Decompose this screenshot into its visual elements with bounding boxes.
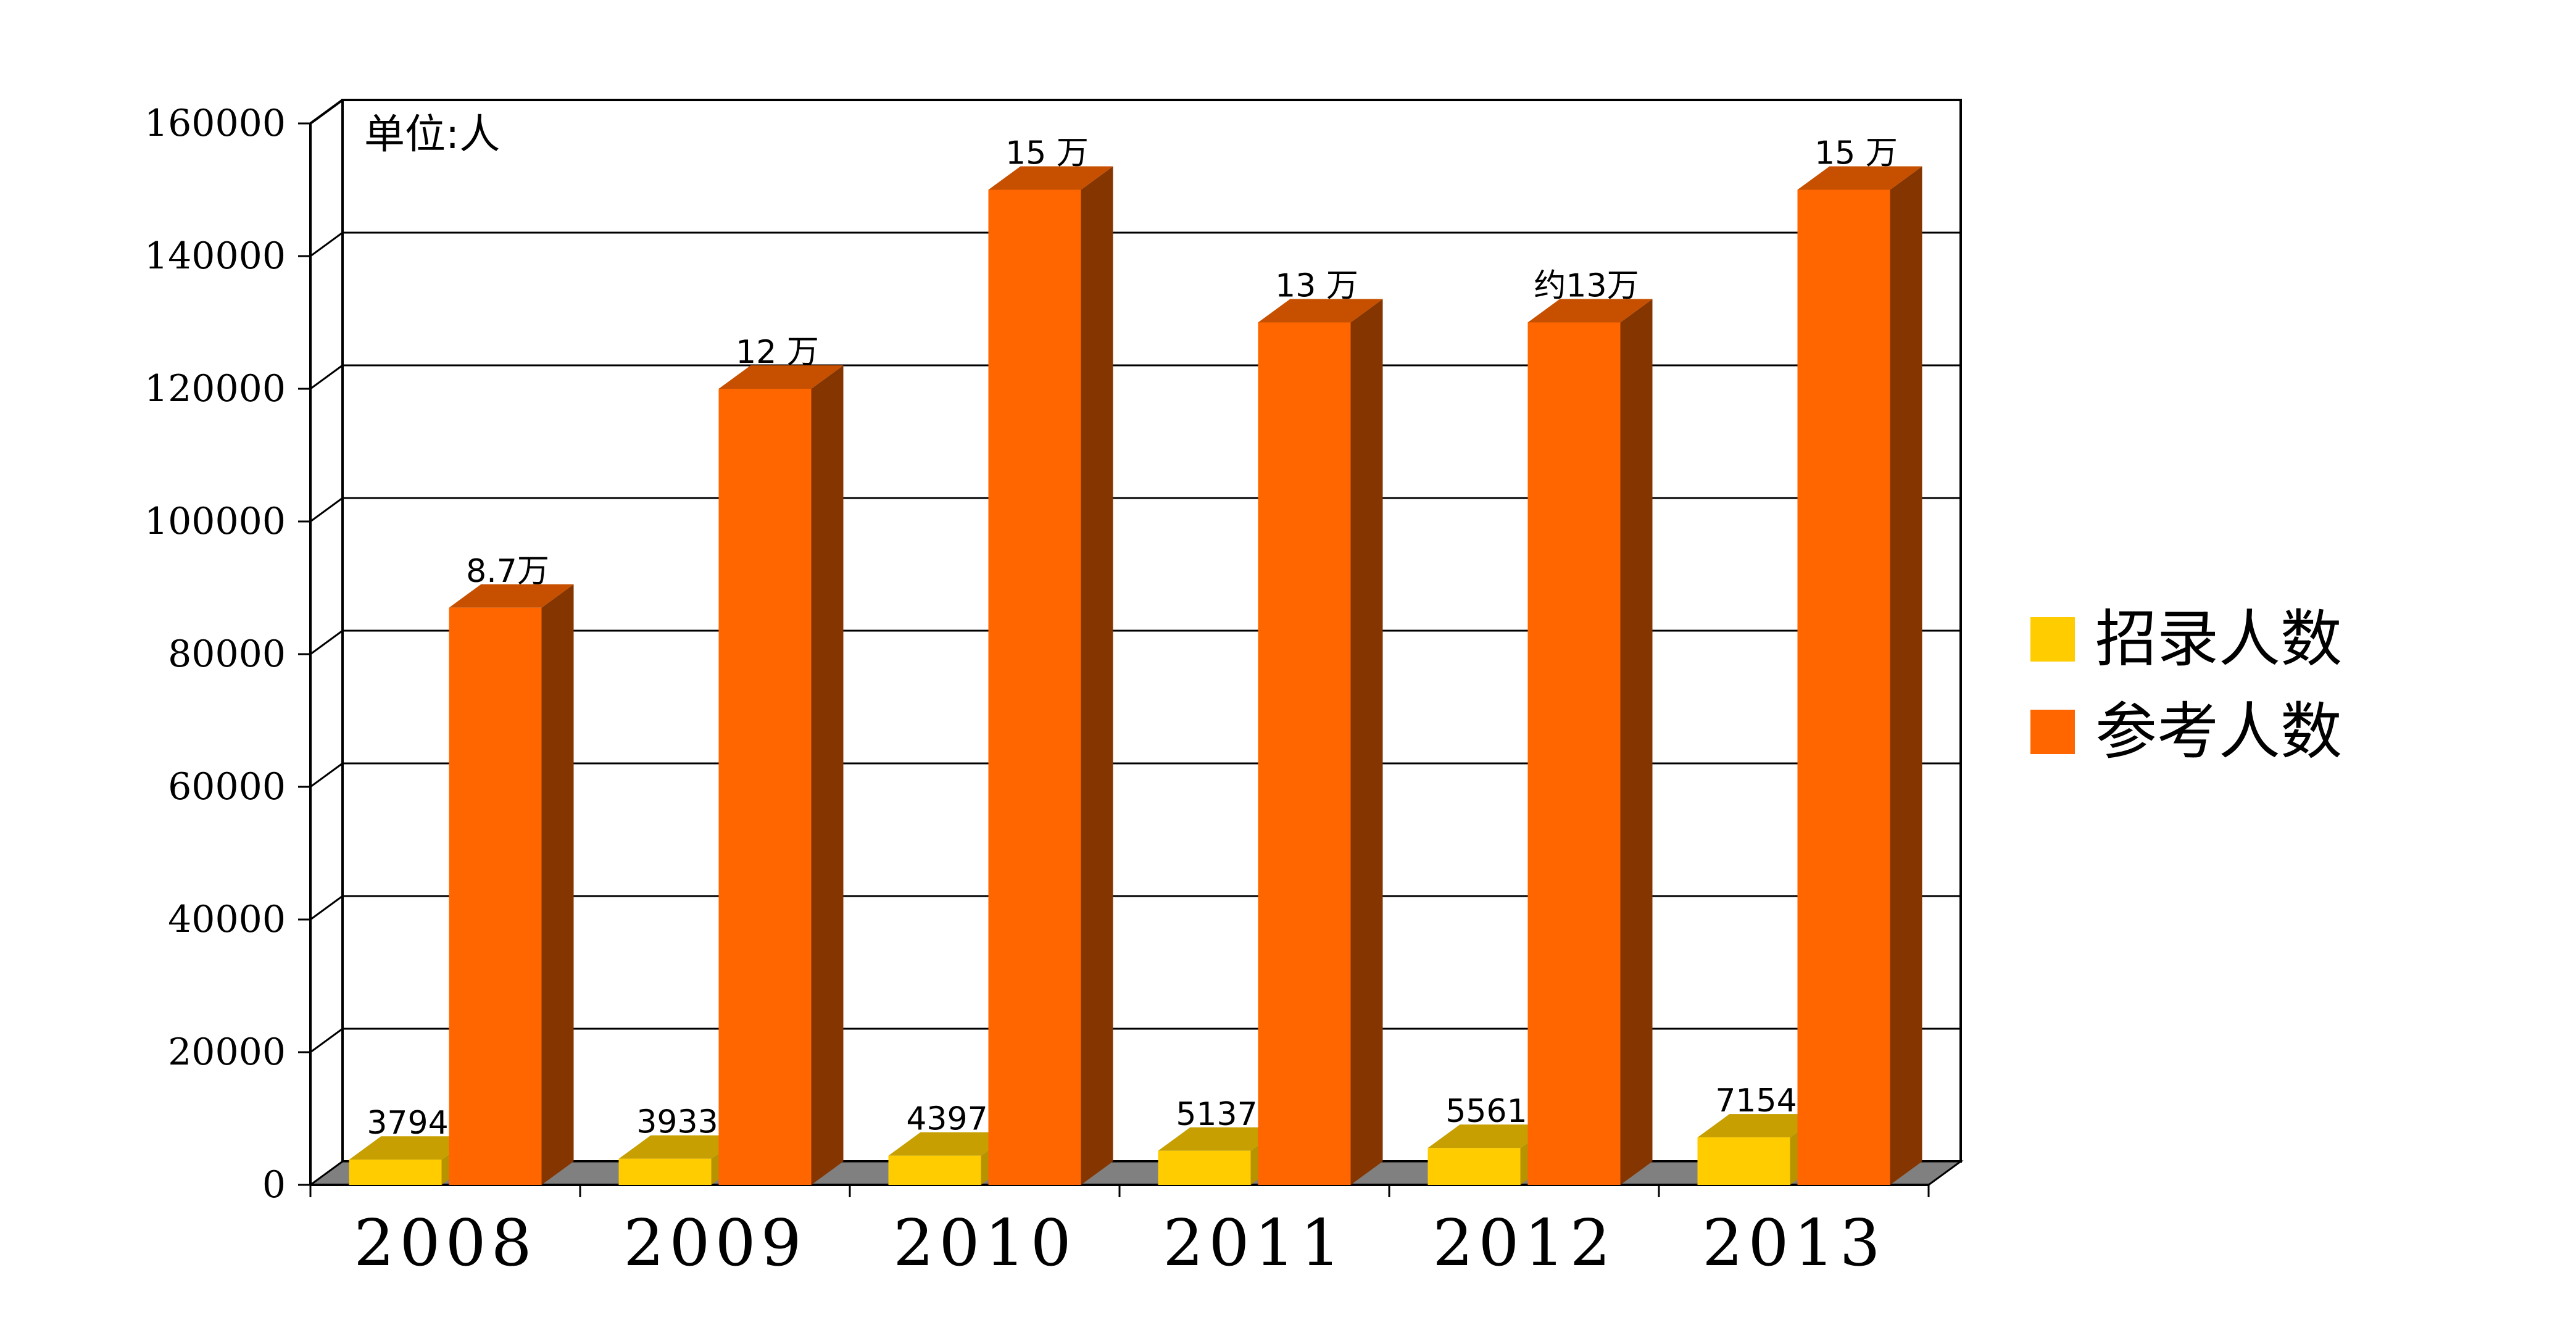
bar-top xyxy=(718,365,844,389)
x-axis-labels: 2008 2009 2010 2011 2012 2013 xyxy=(354,1205,1885,1281)
legend-swatch xyxy=(2030,710,2075,754)
legend-label: 招录人数 xyxy=(2095,603,2342,675)
bar-side xyxy=(1350,299,1383,1185)
bar-side xyxy=(811,365,844,1185)
bar xyxy=(349,1160,442,1185)
gridline-depth xyxy=(310,1028,343,1053)
x-tick-label: 2012 xyxy=(1432,1205,1616,1281)
bar xyxy=(1427,1148,1521,1185)
data-label: 3933 xyxy=(636,1104,718,1141)
bar-top xyxy=(618,1135,744,1159)
data-label: 7154 xyxy=(1715,1082,1797,1119)
bar-side xyxy=(1081,166,1113,1185)
bar-top xyxy=(1158,1127,1283,1151)
y-tick-label: 120000 xyxy=(144,367,286,410)
gridlines xyxy=(310,99,1961,1053)
bar-top xyxy=(1527,299,1653,323)
data-label: 5561 xyxy=(1445,1093,1527,1130)
x-tick-label: 2013 xyxy=(1702,1205,1885,1281)
y-tick-label: 0 xyxy=(262,1163,286,1206)
x-tick-label: 2009 xyxy=(623,1205,807,1281)
data-label: 8.7万 xyxy=(466,553,549,590)
data-label: 3794 xyxy=(367,1105,448,1142)
data-label: 12 万 xyxy=(736,334,819,371)
x-tick-label: 2011 xyxy=(1163,1205,1346,1281)
gridline-depth xyxy=(310,895,343,921)
y-axis-top-edge xyxy=(309,99,344,125)
bar xyxy=(988,189,1081,1185)
y-axis-ticks: 0 20000 40000 60000 80000 100000 120000 140000 1… xyxy=(144,102,310,1206)
bar xyxy=(1697,1137,1790,1185)
y-tick-label: 160000 xyxy=(144,102,286,145)
data-label: 约13万 xyxy=(1534,268,1639,305)
y-tick-label: 20000 xyxy=(168,1031,286,1074)
bar-side xyxy=(1890,166,1922,1185)
bar-top xyxy=(988,166,1113,190)
bar xyxy=(449,607,542,1185)
bar-side xyxy=(541,584,574,1185)
bar-top xyxy=(888,1132,1013,1156)
y-tick-label: 60000 xyxy=(168,765,286,808)
gridline-depth xyxy=(310,762,343,788)
bar-top xyxy=(1258,299,1383,323)
bar xyxy=(1258,322,1351,1185)
data-labels: 3794 8.7万 3933 12 万 4397 15 万 5137 13 万 5561 约13万… xyxy=(367,135,1898,1142)
data-label: 4397 xyxy=(906,1101,987,1138)
bar xyxy=(1797,189,1890,1185)
bar-top xyxy=(1427,1124,1553,1148)
data-label: 15 万 xyxy=(1005,135,1089,172)
bar xyxy=(618,1158,712,1185)
bar-top xyxy=(1697,1114,1822,1138)
bar xyxy=(718,389,812,1185)
gridline-depth xyxy=(310,497,343,523)
unit-note: 单位:人 xyxy=(364,110,500,158)
legend-label: 参考人数 xyxy=(2095,695,2342,768)
y-tick-label: 80000 xyxy=(168,633,286,676)
y-tick-label: 100000 xyxy=(144,500,286,543)
y-tick-label: 140000 xyxy=(144,235,286,278)
bar xyxy=(1158,1150,1251,1185)
y-tick-label: 40000 xyxy=(168,898,286,941)
x-tick-label: 2010 xyxy=(893,1205,1076,1281)
x-tick-label: 2008 xyxy=(354,1205,537,1281)
data-label: 5137 xyxy=(1176,1096,1257,1133)
bar-top xyxy=(1797,166,1922,190)
bar-top xyxy=(449,584,574,608)
bar xyxy=(888,1155,981,1185)
data-label: 15 万 xyxy=(1814,135,1898,172)
bars xyxy=(349,166,1922,1185)
gridline-depth xyxy=(310,231,343,257)
bar-top xyxy=(349,1136,474,1160)
gridline-depth xyxy=(310,364,343,390)
bar-side xyxy=(1620,299,1653,1185)
data-label: 13 万 xyxy=(1275,268,1358,305)
bar xyxy=(1527,322,1621,1185)
legend-swatch xyxy=(2030,617,2075,662)
gridline-depth xyxy=(310,629,343,655)
